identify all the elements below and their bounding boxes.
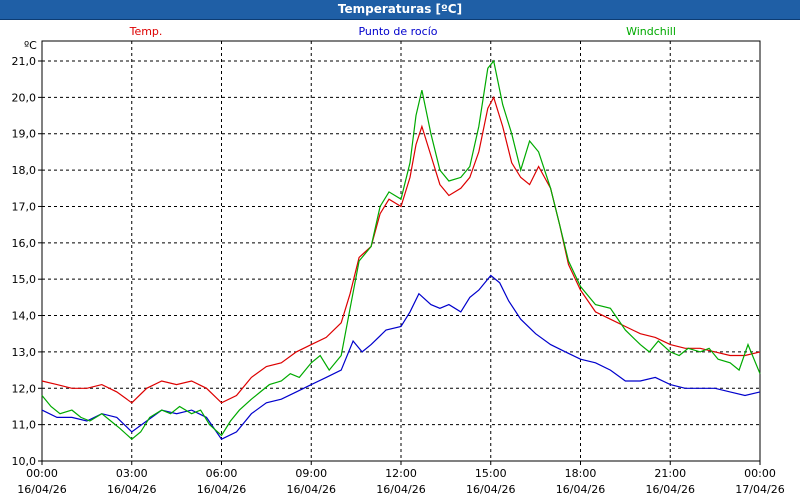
- y-tick-label: 18,0: [12, 164, 37, 177]
- y-tick-label: 21,0: [12, 55, 37, 68]
- x-tick-time: 06:00: [206, 467, 238, 480]
- x-tick-date: 16/04/26: [556, 483, 605, 496]
- x-tick-date: 17/04/26: [735, 483, 784, 496]
- y-tick-label: 19,0: [12, 128, 37, 141]
- x-tick-time: 00:00: [26, 467, 58, 480]
- series-group: [41, 59, 761, 440]
- x-tick-time: 00:00: [744, 467, 776, 480]
- series-line-windchill: [41, 59, 761, 440]
- x-tick-date: 16/04/26: [17, 483, 66, 496]
- x-tick-time: 09:00: [295, 467, 327, 480]
- x-tick-date: 16/04/26: [646, 483, 695, 496]
- y-axis: 10,0 11,0 12,0 13,0 14,0 15,0 16,0 17,0 18,0 19,0…: [12, 55, 42, 468]
- temperature-chart: 10,0 11,0 12,0 13,0 14,0 15,0 16,0 17,0 18,0 19,0…: [12, 25, 785, 496]
- legend: Temp. Punto de rocío Windchill: [129, 25, 676, 38]
- legend-punto-de-rocio: Punto de rocío: [358, 25, 437, 38]
- grid-lines: [42, 41, 760, 461]
- y-tick-label: 16,0: [12, 237, 37, 250]
- y-tick-label: 14,0: [12, 310, 37, 323]
- y-axis-unit-label: ºC: [24, 39, 37, 52]
- y-tick-label: 13,0: [12, 346, 37, 359]
- series-line-temp: [41, 95, 761, 404]
- y-tick-label: 10,0: [12, 455, 37, 468]
- x-tick-time: 15:00: [475, 467, 507, 480]
- legend-windchill: Windchill: [626, 25, 676, 38]
- x-tick-date: 16/04/26: [107, 483, 156, 496]
- x-tick-time: 18:00: [565, 467, 597, 480]
- x-tick-date: 16/04/26: [376, 483, 425, 496]
- x-tick-time: 03:00: [116, 467, 148, 480]
- y-tick-label: 20,0: [12, 91, 37, 104]
- x-axis: 00:00 16/04/26 03:00 16/04/26 06:00 16/04/26 0…: [17, 461, 785, 496]
- y-tick-label: 11,0: [12, 419, 37, 432]
- x-tick-time: 12:00: [385, 467, 417, 480]
- y-tick-label: 12,0: [12, 382, 37, 395]
- x-tick-date: 16/04/26: [197, 483, 246, 496]
- title-bar: Temperaturas [ºC]: [0, 0, 800, 20]
- x-tick-date: 16/04/26: [466, 483, 515, 496]
- x-tick-date: 16/04/26: [287, 483, 336, 496]
- y-tick-label: 17,0: [12, 200, 37, 213]
- x-tick-time: 21:00: [654, 467, 686, 480]
- legend-temp: Temp.: [129, 25, 163, 38]
- series-line-punto-de-rocio: [41, 274, 761, 440]
- window-title: Temperaturas [ºC]: [337, 2, 463, 16]
- y-tick-label: 15,0: [12, 273, 37, 286]
